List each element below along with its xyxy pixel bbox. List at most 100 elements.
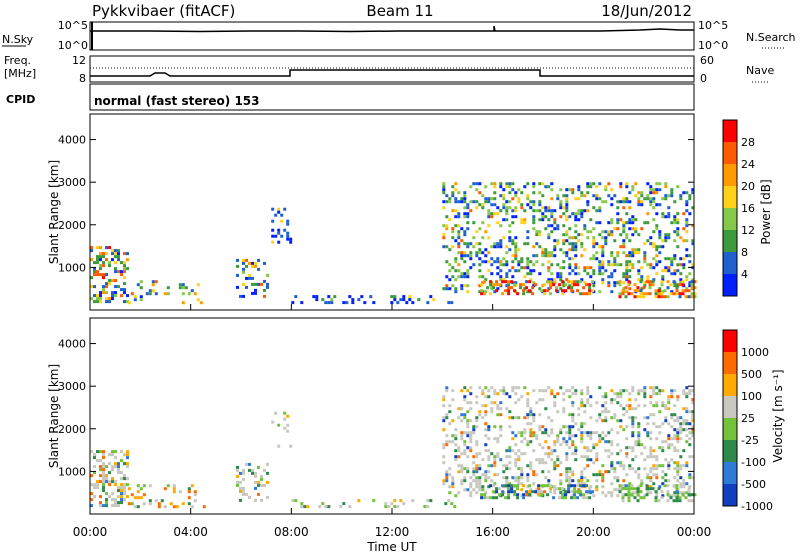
power-cell <box>628 221 632 225</box>
power-cell <box>463 284 467 288</box>
velocity-cell <box>239 486 242 490</box>
power-cell <box>607 221 611 225</box>
velocity-cell <box>475 440 479 444</box>
velocity-cell <box>553 443 557 447</box>
power-cell <box>93 261 96 265</box>
power-cell <box>592 284 596 288</box>
power-cell <box>499 275 503 279</box>
velocity-cell <box>640 482 644 486</box>
power-cell <box>123 282 126 286</box>
velocity-cb-swatch-3 <box>723 396 737 419</box>
power-cell <box>532 191 536 195</box>
power-cell <box>484 254 488 258</box>
power-cell <box>102 285 105 289</box>
power-cell <box>607 260 611 264</box>
power-cell <box>574 197 578 201</box>
velocity-cell <box>688 437 692 441</box>
velocity-cell <box>586 446 590 450</box>
velocity-cell <box>114 483 117 487</box>
velocity-cell <box>646 422 650 426</box>
velocity-cell <box>526 473 530 477</box>
power-cell <box>610 254 614 258</box>
velocity-cell <box>598 434 602 438</box>
velocity-cell <box>664 404 668 408</box>
velocity-cell <box>672 484 676 488</box>
power-cell <box>513 289 517 293</box>
power-cb-tick-2: 20 <box>741 180 755 193</box>
power-cell <box>496 206 500 210</box>
power-cell <box>693 295 697 299</box>
velocity-cell <box>616 431 620 435</box>
power-cell <box>514 191 518 195</box>
velocity-cell <box>120 483 123 487</box>
velocity-cell <box>486 496 490 500</box>
velocity-cell <box>538 413 542 417</box>
power-cell <box>619 263 623 267</box>
velocity-cell <box>583 467 587 471</box>
power-cell <box>535 254 539 258</box>
velocity-cell <box>631 389 635 393</box>
velocity-cell <box>114 504 117 508</box>
power-cell <box>511 215 515 219</box>
velocity-cell <box>601 464 605 468</box>
power-cell <box>658 245 662 249</box>
velocity-cell <box>601 404 605 408</box>
power-cell <box>505 272 509 276</box>
velocity-cell <box>260 474 263 478</box>
power-cell <box>475 182 479 186</box>
velocity-cell <box>510 487 514 491</box>
velocity-cell <box>466 401 470 405</box>
power-cell <box>598 197 602 201</box>
velocity-cell <box>111 504 114 508</box>
sky-tick-top: 10^5 <box>58 19 88 32</box>
velocity-cell <box>187 487 191 491</box>
power-cell <box>574 215 578 219</box>
velocity-cell <box>679 425 683 429</box>
power-cell <box>481 260 485 264</box>
velocity-cell <box>384 505 388 509</box>
velocity-cell <box>667 401 671 405</box>
velocity-cell <box>634 443 638 447</box>
velocity-cell <box>646 491 650 495</box>
power-cell <box>646 263 650 267</box>
velocity-cell <box>690 499 694 503</box>
power-cell <box>475 242 479 246</box>
power-cell <box>589 185 593 189</box>
velocity-cell <box>114 501 117 505</box>
velocity-cell <box>511 389 515 393</box>
power-cell <box>517 260 521 264</box>
power-cell <box>592 272 596 276</box>
power-cell <box>126 252 129 256</box>
velocity-cell <box>481 404 485 408</box>
power-cell <box>538 203 542 207</box>
velocity-cell <box>675 484 679 488</box>
power-cell <box>508 185 512 189</box>
velocity-cell <box>469 485 473 489</box>
power-cell <box>442 185 446 189</box>
velocity-cell <box>682 428 686 432</box>
power-cell <box>245 258 248 262</box>
velocity-cell <box>645 487 649 491</box>
velocity-cell <box>553 491 557 495</box>
power-cell <box>451 236 455 240</box>
power-cell <box>520 203 524 207</box>
velocity-cell <box>655 386 659 390</box>
power-cell <box>574 248 578 252</box>
velocity-cell <box>544 476 548 480</box>
velocity-cell <box>99 468 102 472</box>
power-cell <box>478 251 482 255</box>
power-cell <box>652 257 656 261</box>
power-cell <box>625 212 629 216</box>
velocity-cell <box>691 389 695 393</box>
velocity-cell <box>604 470 608 474</box>
power-cell <box>565 239 569 243</box>
velocity-cell <box>442 404 446 408</box>
velocity-cell <box>604 494 608 498</box>
power-cell <box>478 284 482 288</box>
power-cell <box>442 236 446 240</box>
power-cell <box>448 269 452 273</box>
power-cell <box>678 283 682 287</box>
power-cell <box>117 258 120 262</box>
power-cell <box>648 292 652 296</box>
velocity-cell <box>393 499 397 503</box>
